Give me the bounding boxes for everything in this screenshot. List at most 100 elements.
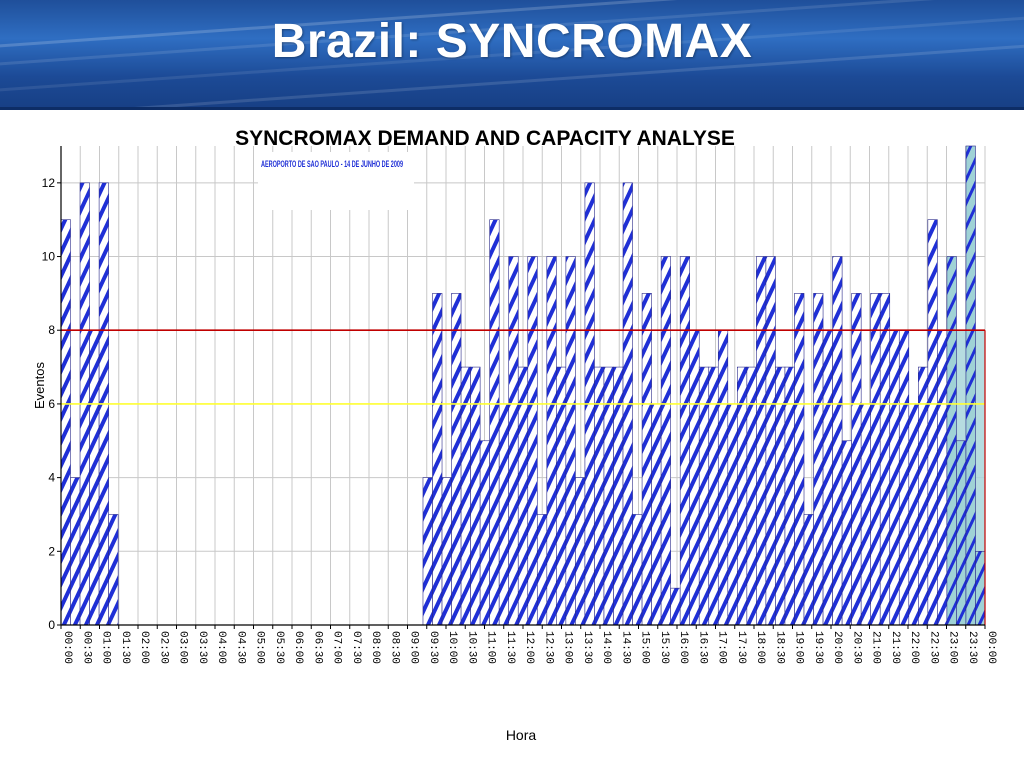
bar [727, 403, 738, 626]
x-tick-label: 20:30 [850, 631, 862, 664]
bar [975, 551, 986, 626]
chart-subtitle: AEROPORTO DE SAO PAULO - 14 DE JUNHO DE … [261, 159, 403, 169]
slide-header: Brazil: SYNCROMAX [0, 0, 1024, 110]
bar [575, 477, 586, 626]
bar [641, 293, 652, 626]
bar [660, 256, 671, 626]
bar [698, 366, 710, 626]
x-tick-label: 21:30 [889, 631, 901, 664]
x-tick-label: 00:30 [80, 631, 92, 664]
x-tick-label: 08:00 [369, 631, 381, 664]
x-tick-label: 03:30 [196, 631, 208, 664]
x-tick-label: 23:00 [947, 631, 959, 664]
x-tick-label: 09:00 [408, 631, 420, 664]
bar [594, 366, 605, 626]
x-tick-label: 20:00 [831, 631, 843, 664]
bar [717, 329, 729, 626]
x-tick-label: 12:30 [542, 631, 554, 664]
bar [956, 440, 967, 626]
x-tick-label: 19:30 [812, 631, 824, 664]
bar [803, 514, 814, 626]
bar [670, 587, 681, 626]
x-tick-label: 11:00 [485, 631, 497, 664]
bar [918, 366, 929, 626]
x-tick-label: 21:00 [870, 631, 882, 664]
chart-title: SYNCROMAX DEMAND AND CAPACITY ANALYSE [235, 127, 735, 150]
bar [689, 329, 700, 626]
x-tick-label: 13:00 [562, 631, 574, 664]
bar [756, 256, 767, 626]
bar [737, 366, 748, 626]
x-tick-label: 03:00 [177, 631, 189, 664]
bar [946, 256, 957, 626]
y-tick-label: 10 [42, 250, 56, 264]
x-tick-label: 00:00 [61, 631, 73, 664]
x-tick-label: 07:00 [331, 631, 343, 664]
bar [470, 366, 481, 626]
x-axis-label: Hora [506, 727, 537, 743]
bar [108, 514, 119, 626]
bar [832, 256, 843, 626]
bar [746, 366, 757, 626]
subtitle-box [258, 152, 414, 210]
x-tick-label: 11:30 [504, 631, 516, 664]
bar [775, 366, 786, 626]
bar [565, 256, 576, 626]
y-axis-label: Eventos [32, 362, 47, 409]
x-tick-label: 23:30 [966, 631, 978, 664]
x-tick-label: 04:30 [234, 631, 246, 664]
bar [603, 366, 614, 626]
bar [451, 293, 462, 626]
x-tick-label: 12:00 [523, 631, 535, 664]
x-tick-label: 19:00 [793, 631, 805, 664]
bar [765, 256, 776, 626]
y-tick-label: 8 [48, 323, 55, 337]
x-tick-label: 18:30 [773, 631, 785, 664]
x-tick-label: 02:30 [157, 631, 169, 664]
y-tick-label: 6 [48, 397, 55, 411]
x-tick-label: 06:30 [311, 631, 323, 664]
y-tick-label: 0 [48, 618, 55, 632]
y-tick-label: 2 [48, 544, 55, 558]
bar [927, 219, 938, 626]
bar [841, 440, 852, 626]
bar [794, 293, 805, 626]
bar [489, 219, 500, 626]
bar [937, 329, 948, 626]
x-tick-label: 14:30 [619, 631, 631, 664]
x-tick-label: 16:00 [677, 631, 689, 664]
bar [679, 256, 691, 626]
bar [632, 514, 643, 626]
x-tick-label: 17:30 [735, 631, 747, 664]
bar [508, 256, 519, 626]
y-tick-label: 12 [42, 176, 56, 190]
bar [460, 366, 471, 626]
x-tick-label: 15:30 [658, 631, 670, 664]
bar [89, 329, 100, 626]
bar [965, 145, 976, 626]
x-tick-label: 01:30 [119, 631, 131, 664]
bar [441, 477, 452, 626]
bar [651, 403, 662, 626]
x-tick-label: 01:00 [100, 631, 112, 664]
bar [60, 219, 71, 626]
bar [432, 293, 443, 626]
bar [813, 293, 824, 626]
bar [613, 366, 624, 626]
page-title: Brazil: SYNCROMAX [271, 15, 753, 68]
bar [898, 329, 910, 626]
x-tick-label: 00:00 [985, 631, 997, 664]
x-tick-label: 02:00 [138, 631, 150, 664]
bar [851, 293, 862, 626]
x-tick-label: 22:30 [927, 631, 939, 664]
x-tick-label: 10:00 [446, 631, 458, 664]
x-tick-label: 07:30 [350, 631, 362, 664]
bar [889, 329, 900, 626]
bar [784, 366, 795, 626]
x-tick-label: 14:00 [600, 631, 612, 664]
x-tick-label: 10:30 [465, 631, 477, 664]
x-tick-label: 13:30 [581, 631, 593, 664]
x-tick-label: 08:30 [388, 631, 400, 664]
bar [822, 329, 833, 626]
